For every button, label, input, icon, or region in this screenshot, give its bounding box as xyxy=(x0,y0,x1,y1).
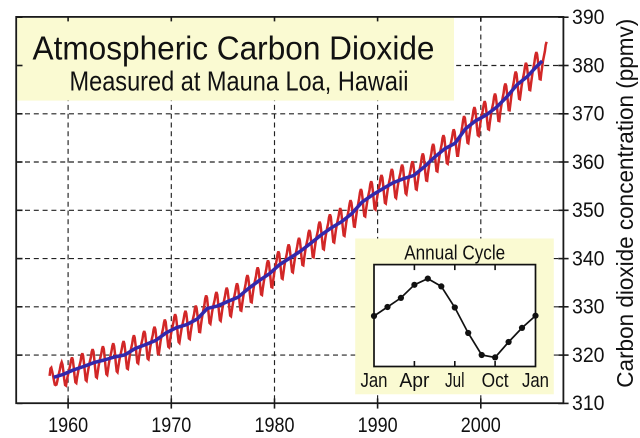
svg-text:Jul: Jul xyxy=(445,370,465,392)
svg-text:350: 350 xyxy=(572,199,605,222)
svg-text:Annual Cycle: Annual Cycle xyxy=(404,242,505,264)
svg-text:320: 320 xyxy=(572,344,605,367)
svg-text:Jan: Jan xyxy=(361,370,388,392)
svg-text:360: 360 xyxy=(572,151,605,174)
svg-text:Apr: Apr xyxy=(399,370,429,392)
svg-text:2000: 2000 xyxy=(461,414,501,437)
svg-text:Oct: Oct xyxy=(482,370,509,392)
svg-text:Atmospheric Carbon Dioxide: Atmospheric Carbon Dioxide xyxy=(33,29,435,66)
svg-text:310: 310 xyxy=(572,392,605,415)
svg-text:1970: 1970 xyxy=(151,414,191,437)
svg-text:370: 370 xyxy=(572,103,605,126)
svg-text:1980: 1980 xyxy=(255,414,295,437)
svg-text:Measured at Mauna Loa, Hawaii: Measured at Mauna Loa, Hawaii xyxy=(70,66,409,97)
svg-text:Carbon dioxide concentration (: Carbon dioxide concentration (ppmv) xyxy=(612,19,638,388)
svg-text:390: 390 xyxy=(572,6,605,29)
svg-text:1990: 1990 xyxy=(358,414,398,437)
svg-text:330: 330 xyxy=(572,296,605,319)
svg-text:380: 380 xyxy=(572,54,605,77)
svg-text:Jan: Jan xyxy=(522,370,549,392)
svg-text:1960: 1960 xyxy=(48,414,88,437)
svg-text:340: 340 xyxy=(572,247,605,270)
